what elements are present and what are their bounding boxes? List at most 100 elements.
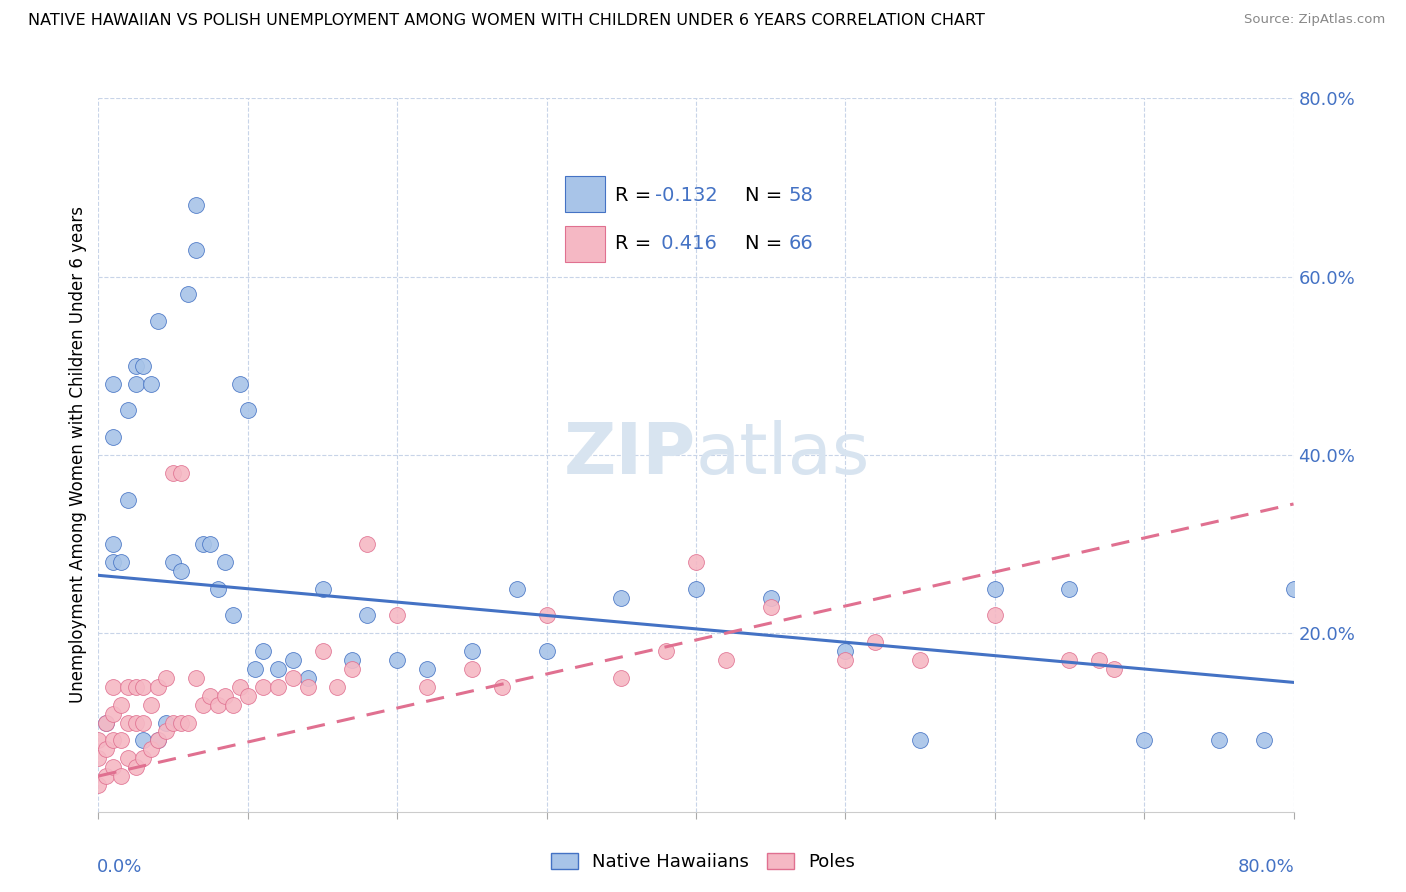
Point [252,644,274,658]
Point [222,698,245,712]
Point [110,733,132,747]
Point [110,698,132,712]
Point [908,733,931,747]
Point [87,751,110,765]
Point [103,555,125,569]
Point [117,492,139,507]
Point [834,653,856,667]
Point [139,742,162,756]
Point [148,733,170,747]
Point [132,751,155,765]
Point [94,769,117,783]
Point [117,680,139,694]
Point [214,689,236,703]
Point [342,653,364,667]
Point [385,608,409,623]
Point [125,376,148,391]
Point [103,537,125,551]
Point [385,653,409,667]
Text: R =: R = [614,186,657,205]
Point [87,733,110,747]
Point [1059,582,1081,596]
Point [311,582,333,596]
Text: 0.0%: 0.0% [97,858,142,876]
Point [132,733,155,747]
Point [103,706,125,721]
Point [103,680,125,694]
Point [132,715,155,730]
Point [759,599,782,614]
Point [236,403,259,417]
Point [191,698,214,712]
Point [117,403,139,417]
Point [132,359,155,373]
Point [229,376,252,391]
Point [865,635,887,649]
Point [103,733,125,747]
Point [103,760,125,774]
Point [148,733,170,747]
Point [1253,733,1275,747]
Point [103,430,125,444]
Point [267,680,290,694]
Point [1208,733,1230,747]
Point [103,376,125,391]
Point [139,376,162,391]
Point [461,662,484,676]
Point [1282,582,1305,596]
Point [155,671,177,685]
Point [87,778,110,792]
Text: Source: ZipAtlas.com: Source: ZipAtlas.com [1244,13,1385,27]
Point [207,698,229,712]
Y-axis label: Unemployment Among Women with Children Under 6 years: Unemployment Among Women with Children U… [69,206,87,704]
Point [506,582,529,596]
Point [356,608,378,623]
Point [110,555,132,569]
Point [1372,751,1395,765]
Point [610,591,633,605]
Point [908,653,931,667]
Point [110,769,132,783]
Point [1133,733,1156,747]
Point [311,644,333,658]
Point [416,680,439,694]
Point [714,653,737,667]
Legend: Native Hawaiians, Poles: Native Hawaiians, Poles [543,846,863,879]
Point [184,671,207,685]
Point [94,742,117,756]
Point [177,715,200,730]
Point [685,582,707,596]
Point [148,314,170,328]
Point [94,715,117,730]
Point [655,644,678,658]
Point [984,582,1007,596]
Text: 80.0%: 80.0% [1237,858,1295,876]
Point [155,715,177,730]
Point [610,671,633,685]
Text: atlas: atlas [696,420,870,490]
Point [148,680,170,694]
Point [536,608,558,623]
Point [125,359,148,373]
Point [356,537,378,551]
Point [834,644,856,658]
Point [1298,751,1320,765]
Text: ZIP: ZIP [564,420,696,490]
Point [536,644,558,658]
Point [759,591,782,605]
Point [245,662,267,676]
Point [177,287,200,301]
Point [117,715,139,730]
Point [184,243,207,257]
Point [94,715,117,730]
Text: N =: N = [745,186,789,205]
Point [1343,742,1365,756]
Point [125,715,148,730]
Point [125,760,148,774]
Point [155,724,177,739]
Point [491,680,513,694]
Point [252,680,274,694]
Point [326,680,349,694]
Point [162,466,184,480]
Point [117,751,139,765]
